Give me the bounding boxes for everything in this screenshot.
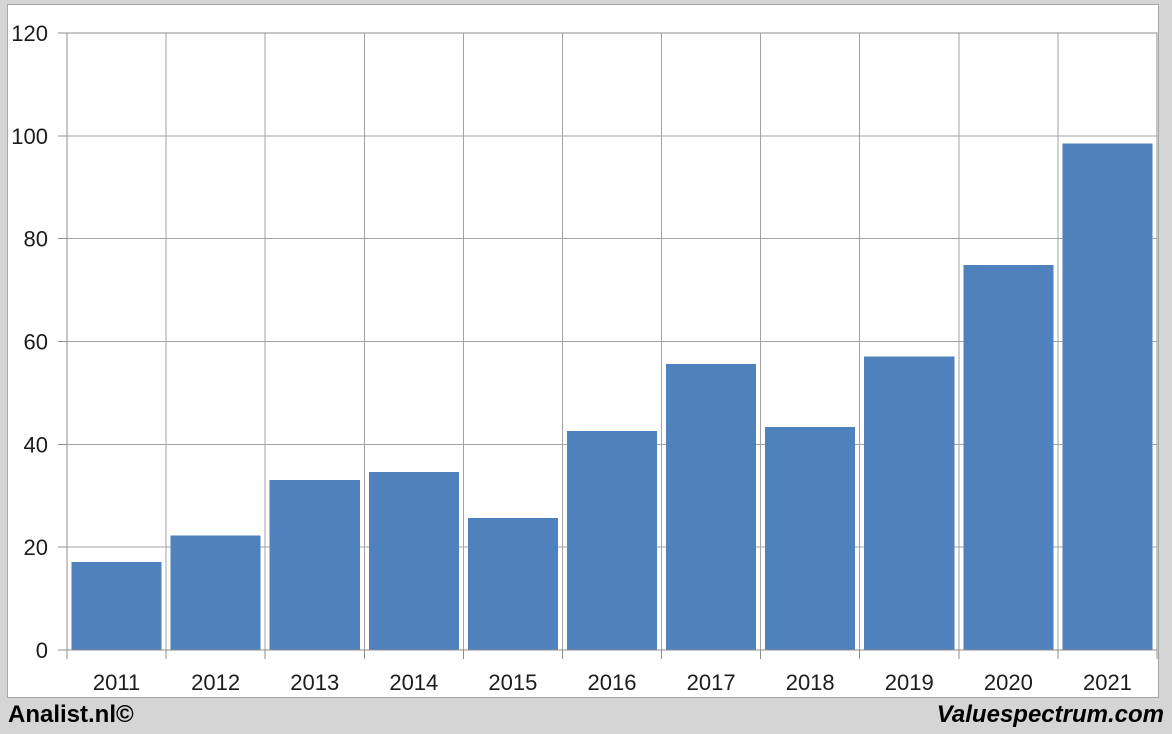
bar xyxy=(1062,143,1153,650)
x-tick-label: 2013 xyxy=(290,670,339,695)
x-tick-label: 2014 xyxy=(389,670,438,695)
x-tick-label: 2019 xyxy=(885,670,934,695)
x-tick-label: 2020 xyxy=(984,670,1033,695)
bar-chart: 0 20 40 60 80 100 120 2011 2012 2013 2014 2015 2016 2… xyxy=(11,21,1158,695)
y-tick-label: 80 xyxy=(24,227,48,252)
analist-watermark: Analist.nl© xyxy=(8,701,134,728)
x-tick-label: 2011 xyxy=(93,670,140,695)
x-tick-label: 2018 xyxy=(786,670,835,695)
x-tick-label: 2015 xyxy=(488,670,537,695)
y-tick-label: 20 xyxy=(24,535,48,560)
x-tick-label: 2016 xyxy=(588,670,637,695)
y-tick-label: 40 xyxy=(24,432,48,457)
x-tick-label: 2012 xyxy=(191,670,240,695)
bar xyxy=(368,472,459,650)
y-tick-label: 120 xyxy=(11,21,48,46)
bar xyxy=(170,535,261,650)
valuespectrum-watermark: Valuespectrum.com xyxy=(936,701,1164,728)
bar xyxy=(864,356,955,650)
x-tick-label: 2021 xyxy=(1083,670,1132,695)
bar xyxy=(71,562,162,650)
y-tick-label: 100 xyxy=(11,124,48,149)
bar xyxy=(269,479,360,650)
y-tick-label: 60 xyxy=(24,330,48,355)
bar xyxy=(467,517,558,650)
bar xyxy=(666,364,757,650)
bar xyxy=(963,264,1054,650)
bar xyxy=(567,431,658,650)
x-tick-label: 2017 xyxy=(687,670,736,695)
y-tick-label: 0 xyxy=(36,638,48,663)
branding-bar: Analist.nl© Valuespectrum.com xyxy=(0,700,1172,734)
bar xyxy=(765,426,856,650)
